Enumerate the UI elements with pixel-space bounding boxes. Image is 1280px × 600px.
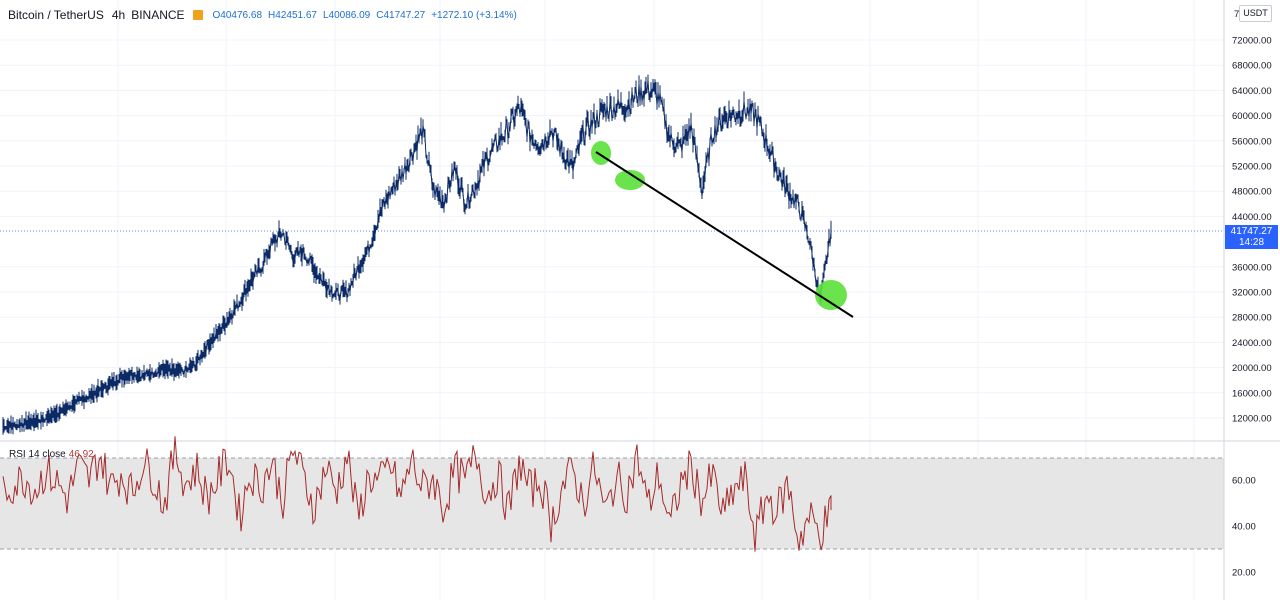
trendline[interactable] — [595, 151, 854, 318]
price-tick-label: 56000.00 — [1232, 136, 1272, 147]
highlight-circle-3[interactable] — [815, 280, 847, 310]
symbol-name[interactable]: Bitcoin / TetherUS — [8, 8, 104, 22]
rsi-line — [2, 436, 832, 552]
rsi-tick-label: 40.00 — [1232, 522, 1256, 533]
currency-button[interactable]: USDT — [1239, 5, 1272, 22]
rsi-value: 46.92 — [68, 449, 94, 460]
rsi-legend[interactable]: RSI 14 close 46.92 — [9, 449, 94, 460]
price-tick-label: 52000.00 — [1232, 162, 1272, 173]
price-tick-label: 20000.00 — [1232, 363, 1272, 374]
ohlc-values: O40476.68 H42451.67 L40086.09 C41747.27 … — [213, 10, 517, 21]
price-tick-label: 64000.00 — [1232, 86, 1272, 97]
high-value: H42451.67 — [268, 9, 317, 21]
rsi-axis[interactable]: 60.00 40.00 20.00 — [1232, 476, 1256, 579]
price-line — [2, 79, 832, 430]
axis-top-partial-left: 7 — [1234, 9, 1239, 20]
rsi-tick-label: 20.00 — [1232, 568, 1256, 579]
price-tick-label: 72000.00 — [1232, 36, 1272, 47]
last-price-badge: 41747.27 14:28 — [1225, 225, 1278, 249]
close-value: C41747.27 — [376, 9, 426, 21]
price-tick-label: 68000.00 — [1232, 61, 1272, 72]
price-tick-label: 44000.00 — [1232, 212, 1272, 223]
rsi-tick-label: 60.00 — [1232, 476, 1256, 487]
flag-icon[interactable] — [192, 10, 203, 20]
highlight-circle-2[interactable] — [615, 170, 645, 190]
rsi-series — [2, 436, 832, 552]
change-value: +1272.10 (+3.14%) — [431, 9, 517, 21]
price-tick-label: 28000.00 — [1232, 313, 1272, 324]
last-price-value: 41747.27 — [1230, 226, 1273, 237]
rsi-band — [0, 458, 1224, 549]
highlight-circle-1[interactable] — [591, 141, 611, 165]
price-series — [2, 74, 832, 435]
price-tick-label: 16000.00 — [1232, 388, 1272, 399]
low-value: L40086.09 — [322, 9, 371, 21]
price-tick-label: 12000.00 — [1232, 414, 1272, 425]
interval-label[interactable]: 4h — [111, 8, 126, 22]
rsi-title: RSI 14 close — [9, 449, 66, 460]
price-axis[interactable]: 72000.00 68000.00 64000.00 60000.00 56000.00… — [1232, 36, 1272, 425]
price-tick-label: 60000.00 — [1232, 111, 1272, 122]
exchange-label: BINANCE — [131, 8, 185, 22]
price-tick-label: 36000.00 — [1232, 262, 1272, 273]
price-tick-label: 32000.00 — [1232, 288, 1272, 299]
chart-grid — [0, 0, 1224, 600]
price-tick-label: 48000.00 — [1232, 187, 1272, 198]
price-tick-label: 24000.00 — [1232, 338, 1272, 349]
open-value: O40476.68 — [212, 9, 263, 21]
bar-countdown: 14:28 — [1238, 237, 1265, 248]
chart-legend: Bitcoin / TetherUS 4h BINANCE O40476.68 … — [8, 7, 517, 23]
